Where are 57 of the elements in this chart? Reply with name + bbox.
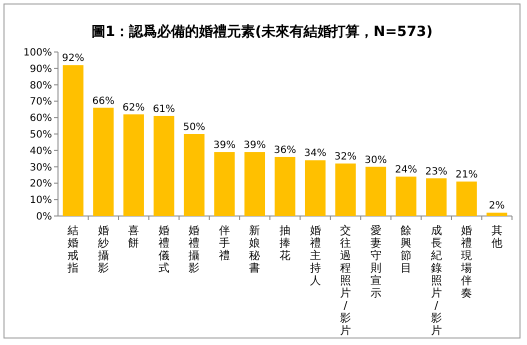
y-tick-label: 90% (30, 64, 52, 75)
bar (93, 108, 114, 216)
category-label: 交往過程照片/影片 (340, 224, 352, 337)
bar (396, 176, 416, 216)
data-label: 34% (304, 148, 326, 160)
bar (154, 116, 174, 216)
bar (335, 164, 356, 216)
data-label: 36% (274, 144, 296, 156)
bar (123, 114, 144, 216)
y-tick-label: 50% (30, 130, 52, 140)
y-tick-label: 100% (23, 48, 52, 58)
data-label: 61% (152, 104, 176, 115)
data-label: 21% (455, 170, 478, 181)
data-label: 32% (334, 152, 357, 163)
bar (214, 152, 235, 216)
x-tick-label: 喜餅 (128, 224, 140, 250)
y-tick-label: 20% (30, 178, 52, 190)
data-label: 50% (183, 122, 206, 133)
bar (486, 212, 508, 216)
bar (304, 160, 326, 216)
x-tick-label: 婚禮攝影 (188, 224, 200, 274)
x-tick-label: 婚禮主持人 (310, 224, 321, 287)
data-label: 2% (488, 200, 505, 212)
x-tick-label: 抽捧花 (280, 224, 290, 262)
bar (184, 134, 204, 216)
x-tick-label: 婚紗攝影 (98, 224, 109, 274)
category-label: 成長紀錄照片/影片 (430, 224, 442, 337)
y-tick-label: 30% (30, 162, 52, 174)
x-tick-label: 結婚戒指 (66, 224, 79, 274)
y-tick-label: 0% (36, 212, 52, 222)
y-tick-label: 40% (30, 146, 52, 157)
data-label: 62% (122, 102, 145, 114)
bar (366, 166, 386, 216)
data-label: 66% (92, 96, 115, 107)
y-tick-label: 80% (30, 80, 52, 92)
x-tick-label: 婚禮現場伴奏 (460, 224, 472, 300)
data-label: 30% (364, 154, 387, 166)
x-tick-label: 伴手禮 (218, 224, 230, 262)
data-label: 92% (62, 53, 84, 64)
bar (426, 178, 447, 216)
y-tick-label: 10% (30, 195, 52, 206)
x-tick-label: 新娘秘書 (249, 224, 260, 274)
x-tick-label: 餘興節目 (400, 224, 412, 274)
bar (274, 156, 296, 216)
x-tick-label: 其他 (491, 224, 502, 250)
chart-title: 圖1：認爲必備的婚禮元素(未來有結婚打算，N=573) (91, 23, 433, 40)
bar (62, 65, 84, 216)
x-tick-label: 婚禮儀式 (158, 224, 170, 274)
y-tick-label: 60% (30, 113, 52, 124)
bar (244, 152, 266, 216)
data-label: 23% (425, 166, 448, 178)
data-label: 39% (244, 140, 266, 152)
y-tick-label: 70% (30, 96, 52, 108)
data-label: 39% (213, 140, 236, 152)
bar (456, 182, 477, 216)
x-tick-label: 愛妻守則宣示 (370, 224, 382, 300)
data-label: 24% (394, 164, 418, 176)
